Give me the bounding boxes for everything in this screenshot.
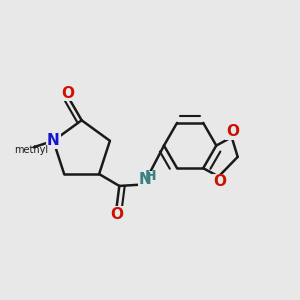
Text: N: N <box>47 133 60 148</box>
Text: O: O <box>213 174 226 189</box>
Text: O: O <box>110 207 123 222</box>
Text: H: H <box>145 169 157 182</box>
Text: N: N <box>139 172 152 187</box>
Text: methyl: methyl <box>14 145 48 154</box>
Text: O: O <box>61 85 74 100</box>
Text: O: O <box>226 124 239 140</box>
